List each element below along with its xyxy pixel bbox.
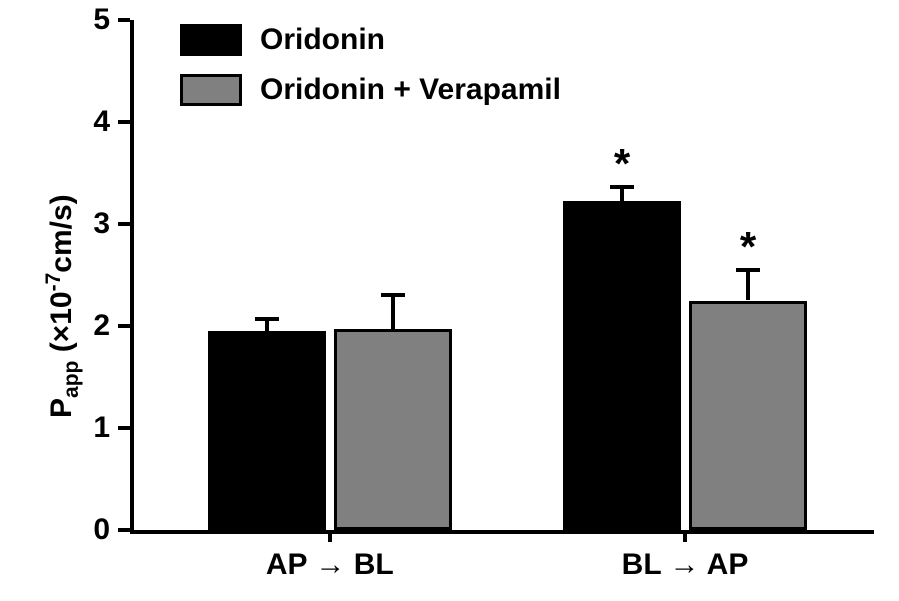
y-tick <box>118 426 130 430</box>
bar <box>334 329 452 530</box>
y-tick <box>118 120 130 124</box>
significance-marker: * <box>728 226 768 268</box>
bar <box>208 331 326 530</box>
significance-marker: * <box>602 143 642 185</box>
x-tick-label: AP → BL <box>210 548 450 582</box>
bar-chart: 012345AP → BLBL → AP**OridoninOridonin +… <box>0 0 899 601</box>
error-bar-cap <box>255 317 279 321</box>
bar <box>689 301 807 531</box>
y-tick-label: 0 <box>0 513 110 547</box>
y-tick-label: 4 <box>0 105 110 139</box>
y-axis-title: Papp (×10-7cm/s) <box>42 194 84 418</box>
error-bar-line <box>746 270 750 301</box>
x-tick <box>328 530 332 542</box>
error-bar-line <box>391 295 395 329</box>
legend-label: Oridonin + Verapamil <box>260 73 561 107</box>
y-tick-label: 5 <box>0 3 110 37</box>
y-tick <box>118 222 130 226</box>
y-tick <box>118 18 130 22</box>
legend-label: Oridonin <box>260 23 385 57</box>
x-tick <box>683 530 687 542</box>
bar <box>563 201 681 530</box>
error-bar-cap <box>381 293 405 297</box>
x-tick-label: BL → AP <box>565 548 805 582</box>
y-tick <box>118 528 130 532</box>
legend-swatch <box>180 74 242 106</box>
legend-swatch <box>180 24 242 56</box>
y-tick <box>118 324 130 328</box>
